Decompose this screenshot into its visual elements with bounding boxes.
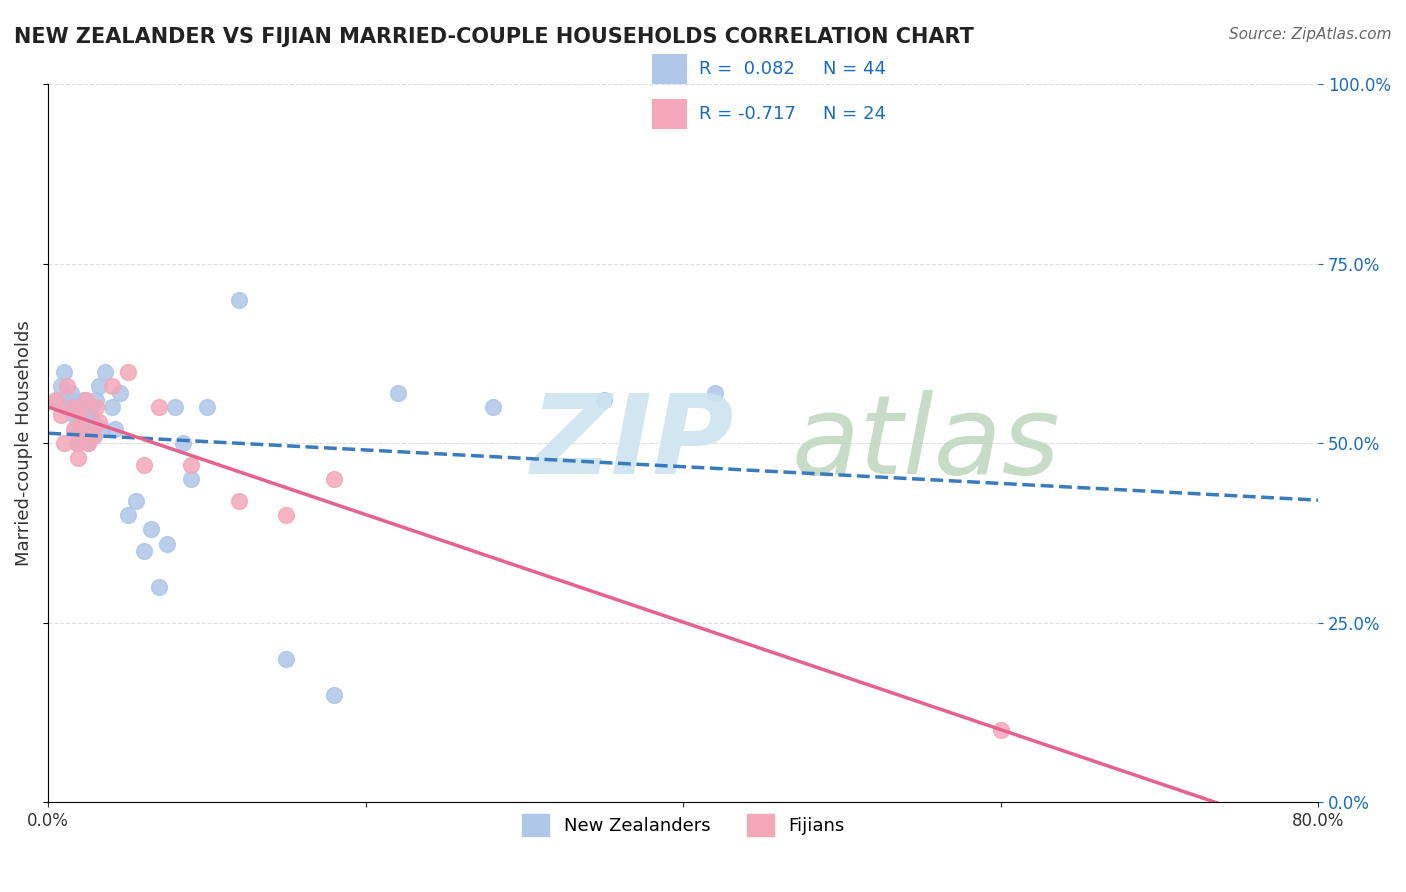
Point: [481, 401, 503, 415]
Point: [165, 401, 187, 415]
Point: [67, 415, 90, 429]
Point: [62, 422, 84, 436]
Legend: New Zealanders, Fijians: New Zealanders, Fijians: [515, 807, 852, 844]
Point: [45, 393, 67, 408]
Point: [60, 401, 83, 415]
Text: NEW ZEALANDER VS FIJIAN MARRIED-COUPLE HOUSEHOLDS CORRELATION CHART: NEW ZEALANDER VS FIJIAN MARRIED-COUPLE H…: [14, 27, 974, 46]
Point: [132, 544, 155, 558]
Point: [72, 422, 94, 436]
Point: [84, 401, 107, 415]
Point: [124, 493, 146, 508]
Point: [65, 422, 87, 436]
Bar: [651, 99, 688, 129]
Bar: [651, 54, 688, 84]
Point: [66, 436, 89, 450]
Point: [104, 422, 127, 436]
Y-axis label: Married-couple Households: Married-couple Households: [15, 320, 32, 566]
Point: [94, 365, 117, 379]
Point: [276, 508, 298, 523]
Text: R = -0.717: R = -0.717: [699, 105, 796, 123]
Point: [67, 450, 90, 465]
Point: [148, 401, 170, 415]
Point: [228, 293, 250, 307]
Point: [62, 408, 84, 422]
Point: [83, 429, 105, 443]
Point: [79, 408, 101, 422]
Text: atlas: atlas: [792, 390, 1060, 497]
Point: [59, 386, 82, 401]
Point: [323, 688, 346, 702]
Point: [87, 415, 110, 429]
Point: [276, 651, 298, 665]
Point: [117, 365, 139, 379]
Point: [141, 523, 163, 537]
Point: [156, 537, 179, 551]
Point: [387, 386, 409, 401]
Point: [108, 386, 131, 401]
Point: [60, 393, 83, 408]
Point: [87, 379, 110, 393]
Text: N = 44: N = 44: [823, 60, 886, 78]
Point: [990, 723, 1012, 738]
Point: [148, 580, 170, 594]
Point: [132, 458, 155, 472]
Point: [593, 393, 616, 408]
Point: [69, 429, 91, 443]
Text: R =  0.082: R = 0.082: [699, 60, 794, 78]
Point: [180, 458, 202, 472]
Point: [56, 379, 79, 393]
Point: [45, 393, 67, 408]
Point: [82, 415, 104, 429]
Point: [53, 365, 76, 379]
Point: [72, 393, 94, 408]
Point: [101, 401, 124, 415]
Point: [70, 415, 93, 429]
Point: [323, 472, 346, 486]
Point: [91, 422, 114, 436]
Point: [66, 436, 89, 450]
Point: [53, 436, 76, 450]
Point: [77, 436, 100, 450]
Point: [117, 508, 139, 523]
Text: N = 24: N = 24: [823, 105, 886, 123]
Point: [49, 379, 72, 393]
Point: [77, 436, 100, 450]
Point: [84, 393, 107, 408]
Point: [228, 493, 250, 508]
Point: [180, 472, 202, 486]
Point: [49, 408, 72, 422]
Point: [56, 401, 79, 415]
Point: [73, 408, 96, 422]
Point: [704, 386, 727, 401]
Point: [75, 393, 97, 408]
Point: [69, 408, 91, 422]
Point: [80, 401, 103, 415]
Point: [82, 429, 104, 443]
Text: Source: ZipAtlas.com: Source: ZipAtlas.com: [1229, 27, 1392, 42]
Text: ZIP: ZIP: [531, 390, 734, 497]
Point: [195, 401, 218, 415]
Point: [75, 422, 97, 436]
Point: [101, 379, 124, 393]
Point: [172, 436, 194, 450]
